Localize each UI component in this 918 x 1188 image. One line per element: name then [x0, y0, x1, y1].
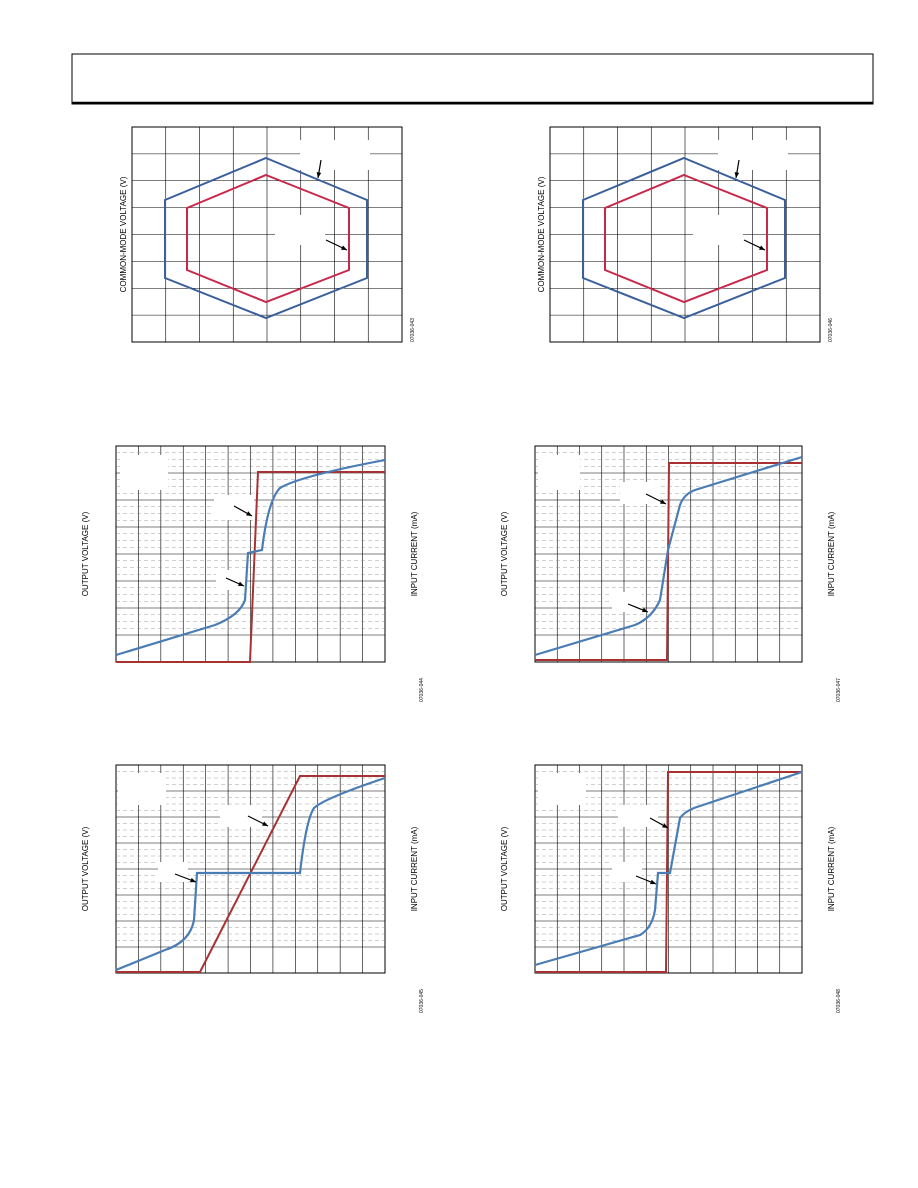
- y-axis-label: COMMON-MODE VOLTAGE (V): [537, 176, 546, 292]
- arrow-head: [662, 823, 668, 828]
- outer-hexagon: [164, 156, 368, 320]
- outer-hexagon: [582, 156, 786, 320]
- figure-code: 07036-048: [836, 989, 842, 1013]
- figure-code: 07036-044: [419, 678, 425, 702]
- y2-axis-label: INPUT CURRENT (mA): [410, 826, 419, 911]
- arrow-head: [650, 879, 656, 885]
- y2-axis-label: INPUT CURRENT (mA): [827, 826, 836, 911]
- figure-code: 07036-046: [828, 318, 834, 342]
- y-axis-label: OUTPUT VOLTAGE (V): [500, 511, 509, 596]
- inner-hexagon: [604, 173, 768, 304]
- y-axis-label: OUTPUT VOLTAGE (V): [500, 826, 509, 911]
- arrow-head: [238, 581, 244, 586]
- label-mask: [538, 455, 580, 490]
- label-mask: [620, 482, 660, 504]
- voltage-trace: [534, 770, 803, 967]
- label-mask: [118, 773, 166, 805]
- label-mask: [618, 805, 658, 827]
- label-mask: [612, 592, 642, 612]
- arrow-head: [660, 499, 666, 504]
- y-axis-label: OUTPUT VOLTAGE (V): [81, 511, 90, 596]
- y2-axis-label: INPUT CURRENT (mA): [410, 511, 419, 596]
- label-mask: [612, 862, 642, 882]
- figure-code: 07036-047: [836, 678, 842, 702]
- header-box: [71, 53, 874, 105]
- label-mask: [300, 140, 370, 170]
- arrow-head: [759, 245, 765, 250]
- label-mask: [693, 215, 743, 245]
- label-mask: [158, 862, 188, 882]
- label-mask: [214, 495, 254, 520]
- label-mask: [220, 805, 262, 827]
- y2-axis-label: INPUT CURRENT (mA): [827, 511, 836, 596]
- arrow-head: [341, 245, 347, 250]
- label-mask: [120, 455, 168, 490]
- label-mask: [538, 773, 586, 805]
- arrow-head: [642, 607, 648, 613]
- arrow-head: [246, 511, 252, 516]
- label-mask: [275, 215, 325, 245]
- voltage-trace: [115, 776, 386, 972]
- y-axis-label: COMMON-MODE VOLTAGE (V): [119, 176, 128, 292]
- inner-hexagon: [186, 173, 350, 304]
- current-trace: [535, 462, 802, 661]
- voltage-trace: [115, 458, 386, 657]
- arrow-head: [190, 877, 196, 883]
- y-axis-label: OUTPUT VOLTAGE (V): [81, 826, 90, 911]
- current-trace: [116, 471, 385, 663]
- figure-code: 07036-043: [410, 318, 416, 342]
- arrow-head: [262, 821, 268, 826]
- label-mask: [718, 140, 788, 170]
- arrow-head: [734, 172, 740, 178]
- voltage-trace: [534, 455, 803, 657]
- figure-code: 07036-045: [419, 989, 425, 1013]
- arrow-head: [316, 172, 322, 178]
